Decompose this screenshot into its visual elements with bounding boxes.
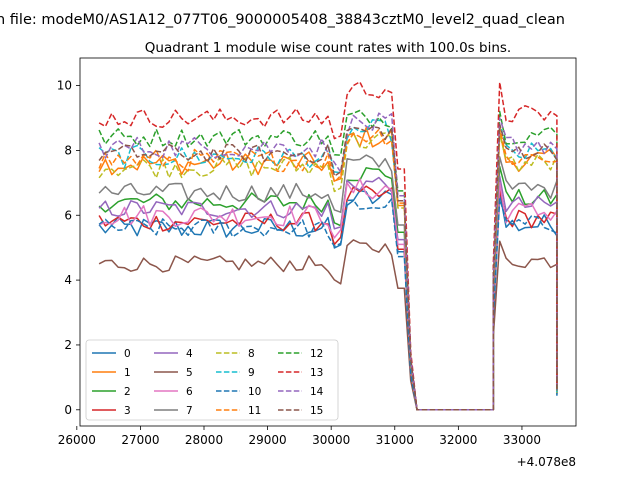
y-tick-label: 0: [64, 403, 72, 417]
legend-label-4: 4: [186, 348, 193, 360]
legend-label-6: 6: [186, 386, 193, 398]
legend-label-3: 3: [124, 405, 131, 417]
y-tick-label: 6: [64, 208, 72, 222]
legend-label-9: 9: [248, 367, 255, 379]
y-tick-label: 4: [64, 273, 72, 287]
legend-frame: [85, 339, 339, 421]
y-tick-label: 10: [57, 79, 72, 93]
legend-label-12: 12: [310, 348, 323, 360]
legend-label-1: 1: [124, 367, 131, 379]
x-axis: 26000 27000 28000 29000 30000 31000 32000 33000: [58, 426, 541, 447]
legend-label-2: 2: [124, 386, 131, 398]
legend-label-14: 14: [310, 386, 324, 398]
x-tick-label: 30000: [312, 433, 350, 447]
legend-label-0: 0: [124, 348, 131, 360]
plot-frame: [79, 57, 577, 427]
legend-label-10: 10: [248, 386, 261, 398]
figure-suptitle: n file: modeM0/AS1A12_077T06_9000005408_…: [0, 12, 565, 28]
x-tick-label: 32000: [439, 433, 477, 447]
y-tick-label: 2: [64, 338, 72, 352]
legend-label-7: 7: [186, 405, 193, 417]
plot-area: [98, 81, 558, 411]
series-layer: [98, 81, 558, 411]
chart-title: Quadrant 1 module wise count rates with …: [145, 40, 511, 56]
y-axis: 0 2 4 6 8 10: [57, 79, 80, 417]
x-tick-label: 29000: [248, 433, 286, 447]
legend-label-15: 15: [310, 405, 323, 417]
series-line-9: [98, 119, 558, 411]
x-tick-label: 33000: [503, 433, 541, 447]
x-tick-label: 28000: [185, 433, 223, 447]
x-offset-label: +4.078e8: [517, 455, 576, 469]
legend-label-5: 5: [186, 367, 193, 379]
legend-label-11: 11: [248, 405, 261, 417]
x-tick-label: 27000: [121, 433, 159, 447]
y-tick-label: 8: [64, 143, 72, 157]
series-line-15: [98, 123, 558, 411]
legend-label-13: 13: [310, 367, 323, 379]
x-tick-label: 26000: [58, 433, 96, 447]
series-line-12: [98, 109, 558, 411]
x-tick-label: 31000: [376, 433, 414, 447]
legend-label-8: 8: [248, 348, 255, 360]
